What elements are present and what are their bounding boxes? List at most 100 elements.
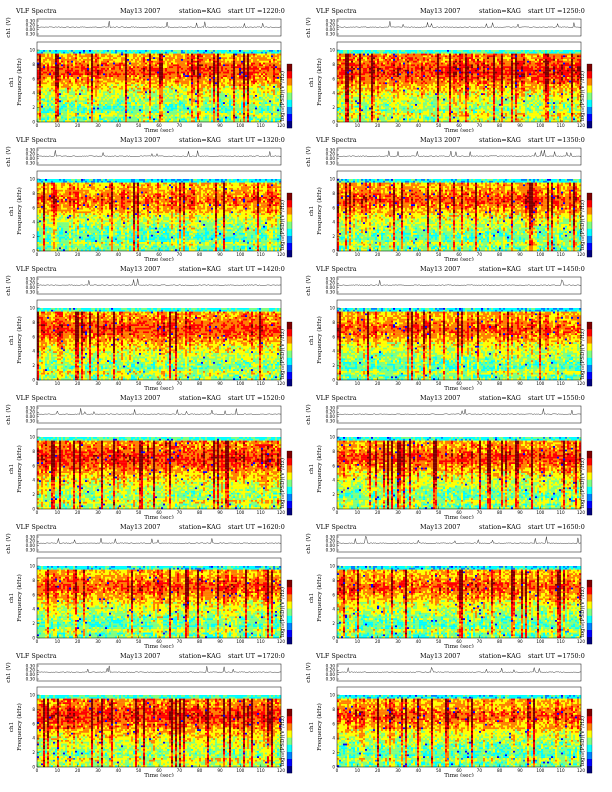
time-tick-label: 90 <box>517 768 523 773</box>
panel-date: May13 2007 <box>120 522 160 532</box>
panel-station: station=KAG <box>179 522 221 532</box>
waveform-tick-label: 0.20 <box>26 152 36 157</box>
colorbar-swatch <box>287 615 292 623</box>
waveform-tick-label: 0.00 <box>326 414 336 419</box>
time-tick-label: 0 <box>36 252 39 257</box>
panel-title: VLF Spectra <box>316 393 357 403</box>
waveform-tick-label: 0.30 <box>326 160 336 165</box>
time-tick-label: 0 <box>336 510 339 515</box>
time-tick-label: 0 <box>336 123 339 128</box>
waveform-tick-label: 0.30 <box>26 18 36 23</box>
panel-date: May13 2007 <box>420 522 460 532</box>
time-tick-label: 40 <box>116 768 122 773</box>
time-tick-label: 100 <box>536 639 544 644</box>
time-tick-label: 40 <box>416 252 422 257</box>
colorbar-label: log₁₀(PSD)(V²/Hz) <box>579 200 586 250</box>
colorbar-label: log₁₀(PSD)(V²/Hz) <box>279 458 286 508</box>
freq-tick-label: 0 <box>32 636 35 641</box>
freq-tick-label: 10 <box>330 177 336 182</box>
waveform-tick-label: 0.20 <box>26 23 36 28</box>
time-tick-label: 10 <box>55 381 61 386</box>
time-tick-label: 60 <box>156 639 162 644</box>
time-tick-label: 90 <box>517 639 523 644</box>
waveform-tick-label: 0.00 <box>26 543 36 548</box>
start-ut-prefix: start UT = <box>528 394 562 402</box>
colorbar-swatch <box>287 357 292 365</box>
time-tick-label: 30 <box>95 510 101 515</box>
start-ut-value: 1520:0 <box>262 394 284 402</box>
time-tick-label: 60 <box>456 639 462 644</box>
start-ut-prefix: start UT = <box>528 652 562 660</box>
freq-tick-label: 2 <box>32 492 35 497</box>
colorbar-swatch <box>587 765 592 774</box>
colorbar-label: log₁₀(PSD)(V²/Hz) <box>279 200 286 250</box>
colorbar-frame <box>286 192 293 258</box>
time-tick-label: 40 <box>416 123 422 128</box>
time-tick-label: 80 <box>197 510 203 515</box>
colorbar-swatch <box>287 228 292 236</box>
time-tick-label: 80 <box>497 768 503 773</box>
freq-tick-label: 8 <box>332 707 335 712</box>
colorbar-frame <box>586 450 593 516</box>
panel-title: VLF Spectra <box>316 135 357 145</box>
time-tick-label: 60 <box>456 510 462 515</box>
time-tick-label: 70 <box>177 639 183 644</box>
colorbar-swatch <box>587 758 592 767</box>
freq-axis-label: Frequency (kHz) <box>316 316 323 364</box>
colorbar <box>286 579 293 645</box>
waveform-axis-label: ch1 (V) <box>305 275 312 295</box>
freq-tick-label: 8 <box>32 707 35 712</box>
colorbar-swatch <box>587 465 592 473</box>
colorbar-swatch <box>587 601 592 609</box>
freq-tick-label: 0 <box>332 120 335 125</box>
spectrogram-image <box>337 558 582 639</box>
colorbar-swatch <box>587 343 592 351</box>
freq-tick-label: 10 <box>330 48 336 53</box>
waveform-frame <box>36 534 282 553</box>
start-ut-value: 1420:0 <box>262 265 284 273</box>
time-tick-label: 70 <box>477 123 483 128</box>
panel-start-ut: start UT =1720:0 <box>228 651 285 661</box>
time-tick-label: 120 <box>277 252 285 257</box>
panel-start-ut: start UT =1650:0 <box>528 522 585 532</box>
time-tick-label: 10 <box>55 252 61 257</box>
freq-tick-label: 10 <box>30 693 36 698</box>
time-tick-label: 40 <box>416 768 422 773</box>
panel-title: VLF Spectra <box>16 393 57 403</box>
time-tick-label: 20 <box>375 252 381 257</box>
panel-title: VLF Spectra <box>316 264 357 274</box>
time-tick-label: 100 <box>536 510 544 515</box>
waveform-axis-label: ch1 (V) <box>305 146 312 166</box>
time-tick-label: 90 <box>217 123 223 128</box>
waveform-tick-label: 0.30 <box>26 31 36 36</box>
time-tick-label: 30 <box>395 252 401 257</box>
colorbar-label: log₁₀(PSD)(V²/Hz) <box>279 71 286 121</box>
colorbar-swatch <box>587 85 592 93</box>
waveform-axis-label: ch1 (V) <box>5 662 12 682</box>
colorbar-frame <box>286 321 293 387</box>
colorbar-swatch <box>587 207 592 215</box>
colorbar-swatch <box>587 249 592 258</box>
colorbar-swatch <box>287 207 292 215</box>
time-tick-label: 40 <box>116 381 122 386</box>
freq-tick-label: 6 <box>32 76 35 81</box>
start-ut-value: 1550:0 <box>562 394 584 402</box>
time-axis-label: Time (sec) <box>144 643 174 648</box>
colorbar-swatch <box>287 343 292 351</box>
spectrogram-image <box>37 300 282 381</box>
waveform-tick-label: 0.00 <box>326 27 336 32</box>
freq-tick-label: 2 <box>32 621 35 626</box>
colorbar-swatch <box>587 730 592 738</box>
colorbar-swatch <box>287 329 292 337</box>
freq-tick-label: 8 <box>32 449 35 454</box>
time-axis-label: Time (sec) <box>444 514 474 519</box>
time-tick-label: 30 <box>95 252 101 257</box>
waveform-trace <box>36 278 282 286</box>
waveform-tick-label: 0.20 <box>26 410 36 415</box>
waveform-tick-label: 0.20 <box>26 668 36 673</box>
time-tick-label: 50 <box>136 123 142 128</box>
time-tick-label: 60 <box>156 252 162 257</box>
time-tick-label: 50 <box>436 639 442 644</box>
